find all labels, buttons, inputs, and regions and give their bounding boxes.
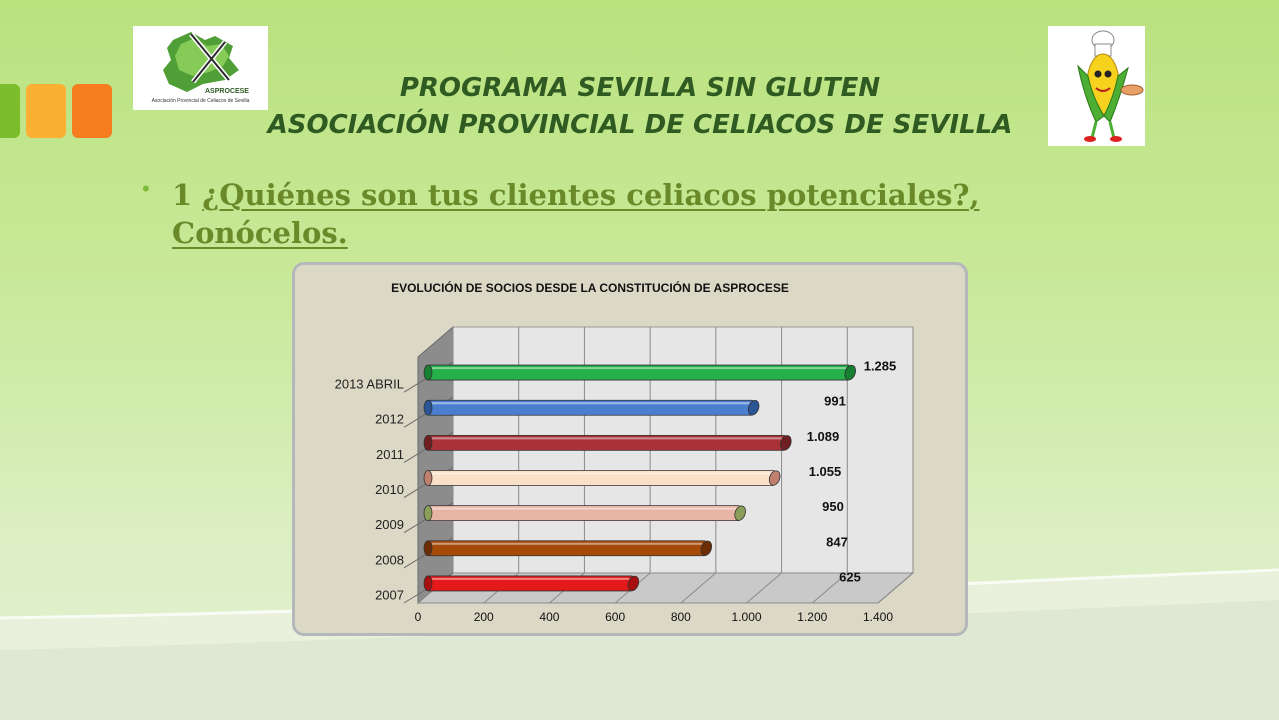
bar-start-cap <box>423 470 433 486</box>
bar-value-label: 1.285 <box>864 359 897 374</box>
page-title-line1: PROGRAMA SEVILLA SIN GLUTEN <box>399 73 881 103</box>
y-tick-label: 2010 <box>375 482 404 497</box>
bar-start-cap <box>423 540 433 557</box>
y-tick-label: 2008 <box>375 552 404 567</box>
chart-title: EVOLUCIÓN DE SOCIOS DESDE LA CONSTITUCIÓ… <box>391 280 789 295</box>
bar-value-label: 1.055 <box>809 464 842 479</box>
x-tick-label: 1.200 <box>797 610 827 624</box>
y-tick-label: 2009 <box>375 517 404 532</box>
x-gridline-floor <box>877 572 914 604</box>
x-gridline-floor <box>811 572 848 604</box>
asprocese-logo: ASPROCESE Asociación Provincial de Celia… <box>133 26 268 110</box>
bar-end-cap <box>844 364 856 381</box>
page-title-line2: ASOCIACIÓN PROVINCIAL DE CELIACOS DE SEV… <box>267 110 1013 140</box>
bar-start-cap <box>423 434 433 451</box>
y-tick-label: 2012 <box>375 412 404 427</box>
x-tick-label: 1.400 <box>863 610 893 624</box>
bar-chart: EVOLUCIÓN DE SOCIOS DESDE LA CONSTITUCIÓ… <box>335 280 915 624</box>
yellow-square <box>26 84 66 138</box>
bullet-text-line1: ¿Quiénes son tus clientes celiacos poten… <box>202 178 980 212</box>
x-tick-label: 200 <box>474 610 494 624</box>
bar-value-label: 847 <box>826 534 848 549</box>
x-tick-label: 1.000 <box>732 610 762 624</box>
bar-start-cap <box>423 575 433 592</box>
x-tick-label: 400 <box>539 610 559 624</box>
bullet-heading: 1 ¿Quiénes son tus clientes celiacos pot… <box>172 176 1072 252</box>
chart-panel: EVOLUCIÓN DE SOCIOS DESDE LA CONSTITUCIÓ… <box>292 262 968 636</box>
bar-start-cap <box>423 505 433 522</box>
bullet-dot-icon: • <box>142 176 150 201</box>
bullet-number: 1 <box>172 178 193 212</box>
bar-end-cap <box>734 505 746 521</box>
y-tick-label: 2007 <box>375 587 404 602</box>
asprocese-logo-name: ASPROCESE <box>205 88 249 95</box>
bar-end-cap <box>700 540 713 556</box>
x-tick-label: 800 <box>671 610 691 624</box>
bar-start-cap <box>423 364 433 381</box>
orange-square <box>72 84 112 138</box>
bar-end-cap <box>627 575 640 592</box>
x-tick-label: 0 <box>415 610 422 624</box>
bar-value-label: 1.089 <box>807 429 840 444</box>
bar-value-label: 991 <box>824 394 846 409</box>
bar-end-cap <box>768 470 781 486</box>
x-gridline-floor <box>746 572 782 604</box>
bar-end-cap <box>747 400 760 416</box>
corn-chef-mascot <box>1048 26 1145 146</box>
x-tick-label: 600 <box>605 610 625 624</box>
asprocese-logo-subtitle: Asociación Provincial de Celiacos de Sev… <box>151 98 250 104</box>
bar-value-label: 950 <box>822 499 844 514</box>
bullet-text-line2: Conócelos. <box>172 216 348 250</box>
y-tick-label: 2013 ABRIL <box>335 377 404 392</box>
bar-value-label: 625 <box>839 569 861 584</box>
green-square <box>0 84 20 138</box>
x-gridline-floor <box>680 572 717 604</box>
y-tick-label: 2011 <box>376 447 404 462</box>
bar-start-cap <box>423 399 433 416</box>
bar-end-cap <box>780 435 792 451</box>
